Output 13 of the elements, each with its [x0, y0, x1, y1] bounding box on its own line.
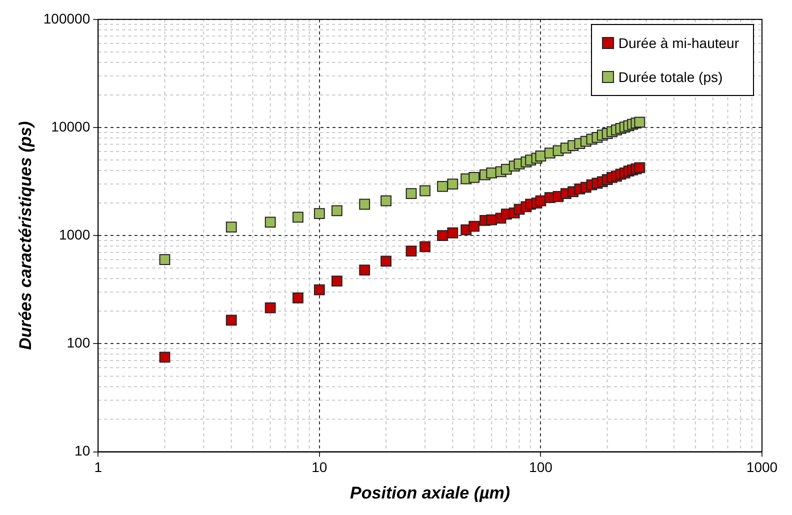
x-tick-label: 10	[312, 459, 328, 476]
y-axis-title: Durées caractéristiques (ps)	[16, 120, 35, 350]
y-tick-label: 10	[74, 442, 90, 459]
y-tick-label: 100	[66, 334, 90, 351]
legend-label: Durée totale (ps)	[618, 69, 723, 85]
x-tick-label: 100	[529, 459, 553, 476]
x-tick-label: 1	[94, 459, 102, 476]
y-tick-label: 1000	[58, 226, 90, 242]
legend-label: Durée à mi-hauteur	[618, 35, 739, 51]
x-axis-title: Position axiale (µm)	[350, 483, 510, 502]
y-tick-label: 10000	[51, 118, 90, 134]
y-tick-label: 100000	[43, 10, 90, 26]
x-tick-label: 1000	[746, 459, 778, 476]
